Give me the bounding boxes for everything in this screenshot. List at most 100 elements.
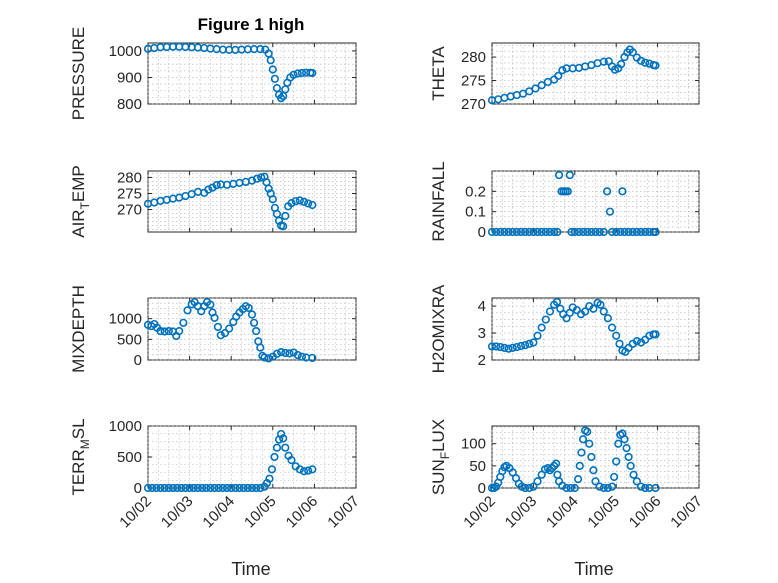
- data-point: [615, 339, 624, 348]
- y-axis-title: H2OMIXRA: [429, 284, 448, 373]
- x-tick-label: 10/06: [283, 493, 322, 532]
- data-point: [533, 227, 542, 237]
- data-point: [626, 461, 635, 470]
- data-point: [636, 56, 646, 65]
- data-point: [521, 227, 530, 237]
- data-point: [570, 227, 579, 237]
- data-point: [620, 227, 629, 237]
- data-point: [291, 197, 300, 206]
- data-point: [581, 307, 590, 316]
- data-point: [267, 465, 277, 474]
- data-point: [591, 477, 600, 486]
- data-point: [289, 70, 298, 79]
- data-point: [547, 463, 557, 473]
- x-tick-label: 10/05: [241, 493, 280, 532]
- data-point: [641, 483, 650, 493]
- data-point: [266, 56, 275, 65]
- data-point: [202, 483, 211, 493]
- data-point: [270, 74, 279, 83]
- data-point: [304, 199, 313, 208]
- data-point: [256, 343, 265, 352]
- data-point: [277, 348, 286, 357]
- y-axis-title: MIXDEPTH: [69, 285, 88, 373]
- data-point: [599, 227, 608, 237]
- data-point: [618, 187, 627, 196]
- data-point: [304, 466, 313, 475]
- data-point: [204, 185, 213, 194]
- data-point: [628, 48, 637, 57]
- data-point: [558, 481, 567, 490]
- data-point: [624, 452, 633, 462]
- data-point: [160, 483, 169, 493]
- data-point: [173, 483, 182, 493]
- data-point: [552, 297, 562, 307]
- figure-title: Figure 1 high: [198, 15, 305, 34]
- data-point: [210, 313, 219, 322]
- data-point: [487, 342, 497, 351]
- data-point: [212, 181, 221, 190]
- data-point: [143, 483, 153, 493]
- data-point: [189, 483, 198, 493]
- y-tick-label: 280: [117, 169, 142, 186]
- y-tick-label: 100: [461, 436, 486, 453]
- data-point: [210, 483, 219, 493]
- data-point: [244, 303, 253, 313]
- data-point: [308, 465, 317, 474]
- data-point: [265, 474, 274, 483]
- data-point: [239, 483, 248, 493]
- data-point: [620, 435, 629, 444]
- data-point: [299, 197, 309, 206]
- y-tick-label: 900: [117, 69, 142, 86]
- data-point: [595, 227, 604, 237]
- x-axis-title-left: Time: [231, 559, 270, 579]
- data-point: [565, 170, 574, 180]
- data-point: [612, 457, 621, 466]
- data-point: [512, 342, 521, 352]
- data-point: [583, 427, 592, 436]
- data-point: [268, 195, 277, 204]
- data-point: [308, 200, 317, 210]
- mixdepth-panel: 0 500 1000 MIXDEPTH: [69, 285, 357, 373]
- y-tick-label: 0.2: [465, 183, 486, 200]
- data-point: [578, 227, 588, 237]
- y-tick-label: 1000: [109, 418, 142, 435]
- data-point: [599, 483, 608, 493]
- data-point: [612, 227, 621, 237]
- data-point: [636, 482, 646, 491]
- x-tick-label: 10/07: [667, 493, 706, 532]
- data-point: [566, 483, 575, 493]
- y-tick-label: 270: [461, 96, 486, 113]
- data-point: [554, 170, 564, 180]
- data-point: [525, 227, 534, 237]
- data-point: [256, 483, 265, 493]
- data-point: [252, 483, 261, 493]
- data-point: [225, 324, 234, 333]
- data-point: [651, 483, 660, 493]
- data-point: [216, 331, 225, 340]
- data-point: [299, 467, 309, 476]
- data-point: [247, 310, 257, 319]
- data-point: [624, 343, 633, 352]
- data-point: [213, 322, 222, 332]
- data-point: [175, 326, 184, 336]
- data-point: [545, 466, 555, 475]
- x-tick-label: 10/02: [116, 493, 155, 532]
- y-axis-title: THETA: [429, 46, 448, 101]
- data-point: [651, 330, 660, 339]
- data-point: [206, 300, 215, 309]
- data-point: [227, 483, 236, 493]
- plot-area: [491, 297, 700, 361]
- rainfall-panel: 0 0.1 0.2 RAINFALL: [429, 161, 700, 242]
- data-point: [257, 173, 266, 182]
- data-point: [496, 227, 505, 237]
- data-point: [256, 44, 265, 54]
- data-point: [596, 300, 605, 309]
- data-point: [504, 227, 513, 237]
- data-point: [281, 211, 290, 221]
- data-point: [603, 314, 613, 323]
- data-point: [247, 176, 257, 185]
- data-point: [508, 343, 517, 352]
- data-point: [487, 227, 497, 237]
- data-point: [599, 307, 608, 316]
